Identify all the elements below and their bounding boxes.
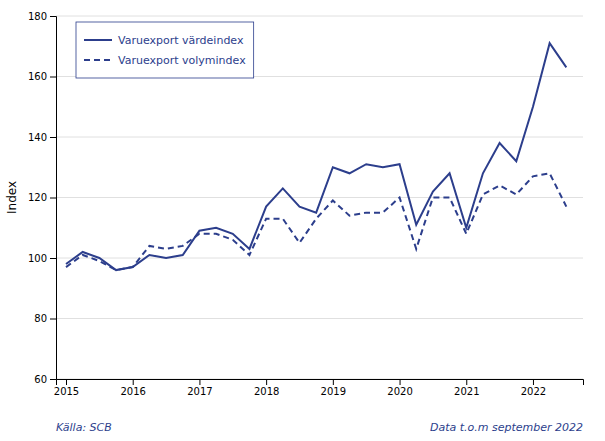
- tick-mark: [400, 379, 401, 385]
- grid: [56, 16, 583, 379]
- legend-label: Varuexport värdeindex: [118, 34, 244, 47]
- tick-label: 2018: [254, 386, 279, 397]
- tick-mark: [50, 198, 56, 199]
- grid-line: [56, 16, 583, 17]
- tick: 60: [34, 374, 56, 385]
- grid-line: [56, 137, 583, 138]
- tick-label: 2021: [454, 386, 479, 397]
- tick: 2019: [321, 379, 346, 397]
- tick-mark: [50, 137, 56, 138]
- y-axis-title: Index: [5, 181, 19, 214]
- tick-mark: [533, 379, 534, 385]
- tick-mark: [50, 319, 56, 320]
- tick: 120: [28, 192, 56, 203]
- tick: 2021: [454, 379, 479, 397]
- tick-label: 2019: [321, 386, 346, 397]
- tick: 160: [28, 71, 56, 82]
- tick: 2020: [387, 379, 412, 397]
- tick: 2022: [521, 379, 546, 397]
- legend: Varuexport värdeindex Varuexport volymind…: [76, 22, 254, 78]
- series-line: [66, 173, 566, 270]
- grid-line: [56, 197, 583, 198]
- tick-mark: [50, 379, 56, 380]
- plot: 2015 2016 2017 2018 2019 2020 2021 2022 60 80 100 1…: [28, 11, 584, 397]
- tick: 2015: [54, 379, 79, 397]
- tick-mark: [50, 77, 56, 78]
- annotation: Källa: SCB: [56, 421, 112, 434]
- tick-label: 100: [28, 253, 47, 264]
- tick: 2017: [187, 379, 212, 397]
- tick-mark: [199, 379, 200, 385]
- tick-mark: [333, 379, 334, 385]
- y-axis: 60 80 100 120 140 160 180: [28, 11, 57, 385]
- tick-label: 60: [34, 374, 47, 385]
- tick-label: 2016: [120, 386, 145, 397]
- tick: 180: [28, 11, 56, 22]
- grid-line: [56, 258, 583, 259]
- tick-label: 120: [28, 192, 47, 203]
- tick-mark: [133, 379, 134, 385]
- x-axis: 2015 2016 2017 2018 2019 2020 2021 2022: [54, 379, 584, 397]
- tick-mark: [266, 379, 267, 385]
- tick-mark: [466, 379, 467, 385]
- tick-mark: [66, 379, 67, 385]
- legend-swatch: [84, 39, 112, 41]
- tick-label: 140: [28, 132, 47, 143]
- chart: 2015 2016 2017 2018 2019 2020 2021 2022 60 80 100 1…: [0, 0, 605, 441]
- legend-box: [76, 22, 254, 78]
- tick: 100: [28, 253, 56, 264]
- axis-line: [50, 17, 57, 380]
- annotation: Data t.o.m september 2022: [430, 421, 583, 434]
- axis-line: [57, 380, 584, 386]
- tick-label: 2015: [54, 386, 79, 397]
- legend-swatch: [84, 59, 112, 61]
- legend-label: Varuexport volymindex: [118, 54, 246, 67]
- tick: 80: [34, 313, 56, 324]
- tick-label: 180: [28, 11, 47, 22]
- grid-line: [56, 318, 583, 319]
- tick: 2016: [120, 379, 145, 397]
- tick-label: 80: [34, 313, 47, 324]
- tick-label: 2022: [521, 386, 546, 397]
- tick-mark: [50, 258, 56, 259]
- tick: 140: [28, 132, 56, 143]
- tick-label: 2020: [387, 386, 412, 397]
- tick-label: 160: [28, 71, 47, 82]
- tick-label: 2017: [187, 386, 212, 397]
- tick: 2018: [254, 379, 279, 397]
- tick-mark: [50, 16, 56, 17]
